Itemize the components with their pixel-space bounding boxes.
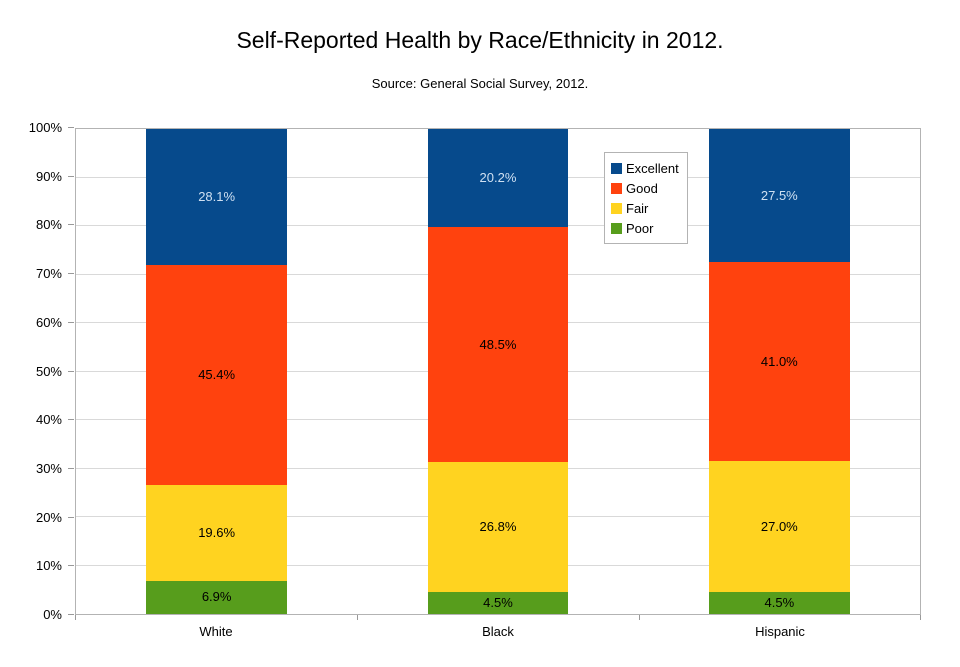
bar-segment-excellent-hispanic: 27.5% <box>709 129 850 263</box>
bar-black: 20.2% 48.5% 26.8% 4.5% <box>427 129 569 614</box>
bar-hispanic: 27.5% 41.0% 27.0% 4.5% <box>709 129 850 614</box>
bar-segment-fair-hispanic: 27.0% <box>709 461 850 593</box>
chart-subtitle: Source: General Social Survey, 2012. <box>371 76 589 91</box>
y-axis-label: 50% <box>35 363 62 379</box>
y-axis-label: 20% <box>35 509 62 525</box>
legend-label: Excellent <box>626 160 679 176</box>
bar-value-label: 27.0% <box>760 518 798 534</box>
bar-value-label: 48.5% <box>479 336 517 352</box>
bar-segment-good-hispanic: 41.0% <box>709 262 850 462</box>
y-axis-label: 40% <box>35 412 62 428</box>
x-axis-tick <box>356 615 358 620</box>
bar-value-label: 28.1% <box>198 189 236 205</box>
x-axis-tick <box>638 615 640 620</box>
y-axis-tick <box>68 419 74 421</box>
y-axis-tick <box>68 614 74 615</box>
y-axis-tick <box>68 516 74 518</box>
y-axis-tick <box>68 565 74 567</box>
bar-segment-fair-black: 26.8% <box>427 462 569 593</box>
chart-title: Self-Reported Health by Race/Ethnicity i… <box>236 27 724 53</box>
bar-segment-fair-white: 19.6% <box>146 485 287 581</box>
bar-value-label: 4.5% <box>483 595 513 611</box>
bar-value-label: 20.2% <box>479 169 517 185</box>
y-axis-tick <box>68 224 74 226</box>
x-axis-tick <box>75 615 76 620</box>
x-axis: White Black Hispanic <box>75 615 921 655</box>
bar-segment-good-white: 45.4% <box>146 265 287 486</box>
legend-swatch-good-icon <box>611 182 622 194</box>
y-axis: 0% 10% 20% 30% 40% 50% 60% 70% 80% 90% 100% <box>0 121 75 622</box>
y-axis-label: 90% <box>35 168 62 184</box>
bar-value-label: 19.6% <box>198 524 236 540</box>
legend-swatch-poor-icon <box>611 222 622 234</box>
y-axis-tick <box>68 467 74 469</box>
bar-value-label: 27.5% <box>760 187 798 203</box>
bar-value-label: 4.5% <box>764 595 795 611</box>
legend-swatch-excellent-icon <box>611 162 622 174</box>
bar-segment-poor-black: 4.5% <box>427 592 569 614</box>
legend-item-fair: Fair <box>611 198 679 218</box>
plot-area: 28.1% 45.4% 19.6% 6.9% 20.2% 48.5% 26.8% 4.5% 27… <box>75 128 921 615</box>
bar-value-label: 41.0% <box>760 353 798 369</box>
bar-segment-excellent-white: 28.1% <box>146 129 287 266</box>
y-axis-label: 0% <box>43 607 62 622</box>
bar-white: 28.1% 45.4% 19.6% 6.9% <box>146 129 287 614</box>
legend-swatch-fair-icon <box>611 202 622 214</box>
y-axis-label: 30% <box>35 460 62 476</box>
bar-segment-poor-white: 6.9% <box>146 580 287 614</box>
bar-value-label: 26.8% <box>479 519 517 535</box>
bar-value-label: 6.9% <box>201 589 232 605</box>
x-axis-tick <box>920 615 921 620</box>
y-axis-tick <box>68 127 74 128</box>
y-axis-label: 60% <box>35 314 62 330</box>
legend: Excellent Good Fair Poor <box>604 152 688 244</box>
legend-label: Good <box>626 180 658 196</box>
bar-segment-good-black: 48.5% <box>427 226 569 463</box>
y-axis-tick <box>68 370 74 372</box>
y-axis-label: 80% <box>35 217 62 233</box>
legend-item-poor: Poor <box>611 218 679 238</box>
y-axis-tick <box>68 273 74 275</box>
x-axis-label-white: White <box>199 624 233 639</box>
y-axis-label: 10% <box>35 558 62 574</box>
legend-label: Poor <box>626 220 654 236</box>
bar-value-label: 45.4% <box>198 367 236 383</box>
bar-segment-excellent-black: 20.2% <box>427 129 569 227</box>
y-axis-label: 100% <box>28 120 62 135</box>
y-axis-tick <box>68 175 74 177</box>
y-axis-tick <box>68 321 74 323</box>
legend-item-excellent: Excellent <box>611 158 679 178</box>
y-axis-label: 70% <box>35 266 62 282</box>
x-axis-label-hispanic: Hispanic <box>755 624 805 639</box>
legend-label: Fair <box>626 200 649 216</box>
legend-item-good: Good <box>611 178 679 198</box>
bar-segment-poor-hispanic: 4.5% <box>709 592 850 614</box>
x-axis-label-black: Black <box>482 624 514 639</box>
